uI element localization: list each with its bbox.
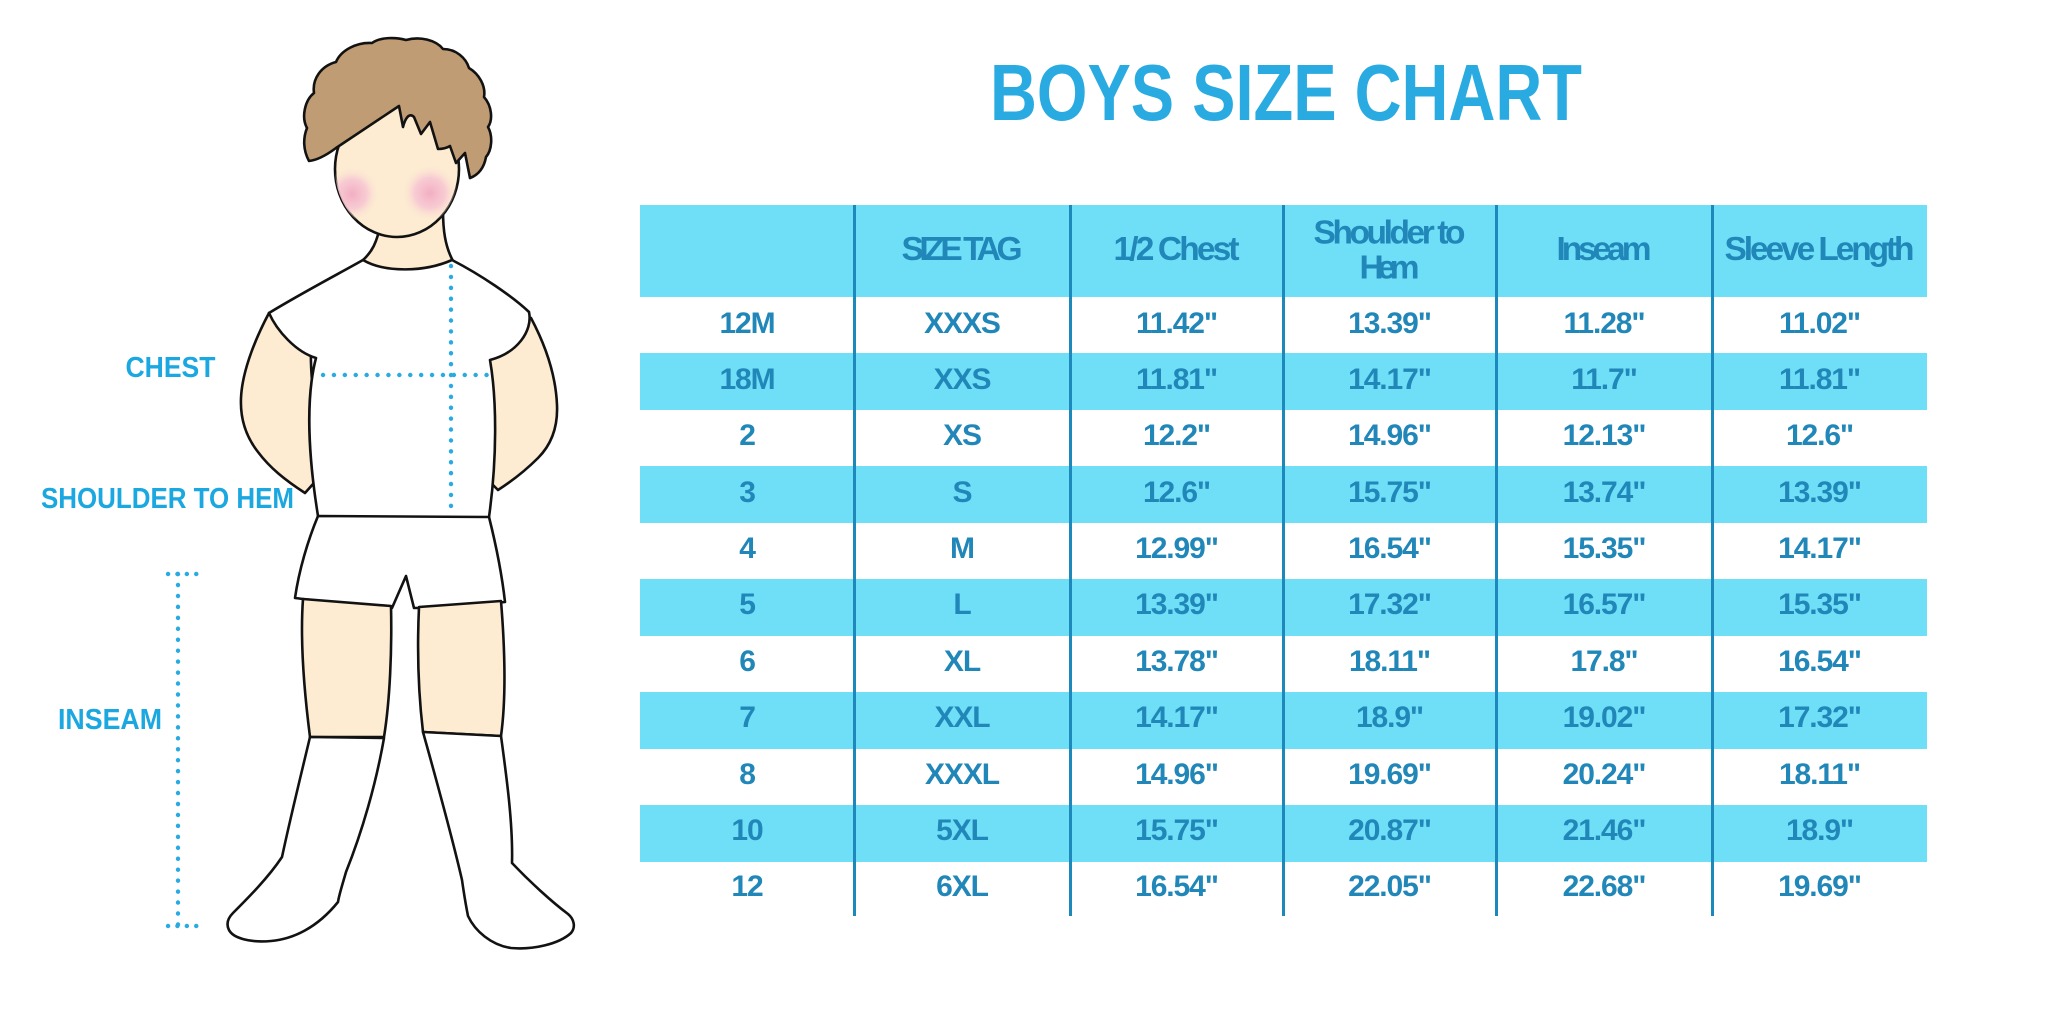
svg-text:Shoulder to: Shoulder to [1314, 215, 1466, 252]
svg-text:CHEST: CHEST [126, 352, 216, 384]
svg-text:INSEAM: INSEAM [58, 704, 162, 736]
svg-text:SIZE TAG: SIZE TAG [902, 231, 1023, 268]
svg-text:BOYS SIZE CHART: BOYS SIZE CHART [990, 48, 1582, 137]
svg-text:1/2 Chest: 1/2 Chest [1114, 231, 1240, 268]
svg-text:Sleeve Length: Sleeve Length [1725, 231, 1915, 268]
svg-text:SHOULDER TO HEM: SHOULDER TO HEM [41, 483, 294, 515]
svg-text:Inseam: Inseam [1557, 231, 1652, 268]
svg-text:Hem: Hem [1360, 249, 1420, 286]
